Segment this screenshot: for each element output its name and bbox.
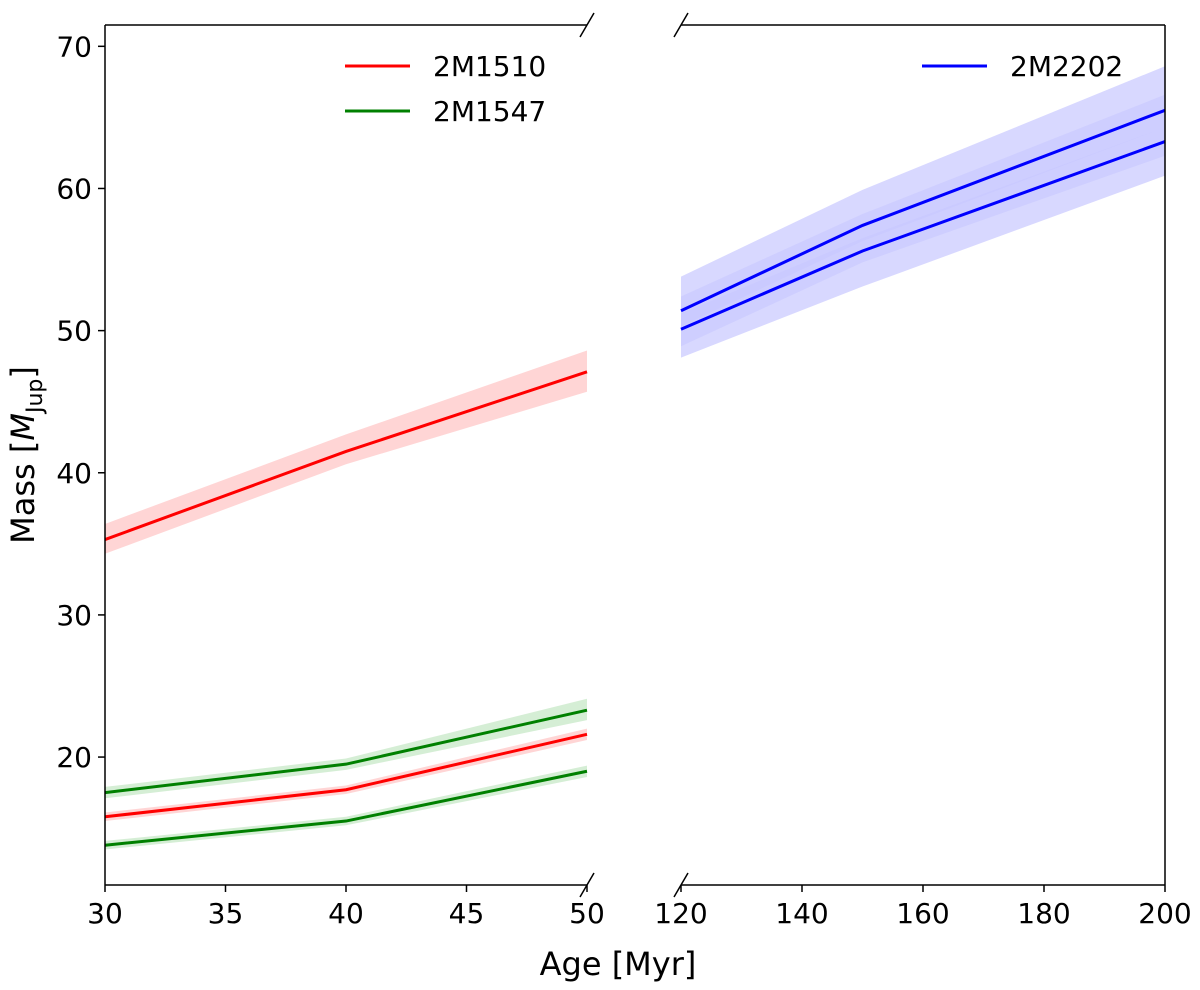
right-x-tick-label-120: 120: [654, 897, 707, 930]
right-axis-break-top: [673, 12, 689, 38]
left-series-2-band: [105, 698, 587, 799]
y-axis-title-sub: Jup: [23, 379, 48, 415]
y-axis-title: Mass [MJup]: [4, 366, 48, 544]
left-axis-break-top: [579, 12, 595, 38]
y-tick-label-20: 20: [56, 741, 92, 774]
right-x-tick-label-200: 200: [1138, 897, 1191, 930]
right-legend: 2M2202: [922, 50, 1123, 83]
right-x-tick-label-180: 180: [1017, 897, 1070, 930]
y-tick-label-50: 50: [56, 315, 92, 348]
legend-label-2M1510: 2M1510: [433, 50, 546, 83]
left-series-3-line-2M1547: [104, 769, 588, 847]
left-series-1-line-2M1510: [104, 732, 588, 819]
left-x-tick-label-40: 40: [328, 897, 364, 930]
y-tick-label-70: 70: [56, 30, 92, 63]
left-legend: 2M1510 2M1547: [345, 50, 546, 128]
y-axis: 20 30 40 50 60 70: [56, 30, 105, 774]
right-series-1-band: [681, 127, 1165, 347]
right-panel: 120 140 160 180 200 2M2202: [654, 12, 1192, 930]
y-tick-label-60: 60: [56, 172, 92, 205]
right-x-tick-label-160: 160: [896, 897, 949, 930]
y-axis-title-main: Mass [: [4, 441, 42, 544]
right-series-0-line-2M2202: [680, 108, 1166, 313]
legend-label-2M2202: 2M2202: [1010, 50, 1123, 83]
y-axis-title-close: ]: [4, 366, 42, 378]
left-x-tick-label-30: 30: [87, 897, 123, 930]
x-axis-title: Age [Myr]: [540, 945, 697, 983]
right-series-1-line-2M2202: [680, 140, 1166, 331]
y-tick-label-30: 30: [56, 599, 92, 632]
right-x-tick-label-140: 140: [775, 897, 828, 930]
legend-label-2M1547: 2M1547: [433, 95, 546, 128]
left-series-2-line-2M1547: [104, 708, 588, 795]
left-panel: 30 35 40 45 50 2M1510 2M1547: [87, 12, 605, 930]
left-x-tick-label-35: 35: [208, 897, 244, 930]
left-series-0-line-2M1510: [104, 370, 588, 541]
y-axis-title-italic: M: [4, 413, 42, 441]
y-tick-label-40: 40: [56, 457, 92, 490]
left-x-tick-label-45: 45: [449, 897, 485, 930]
left-x-tick-label-50: 50: [569, 897, 605, 930]
